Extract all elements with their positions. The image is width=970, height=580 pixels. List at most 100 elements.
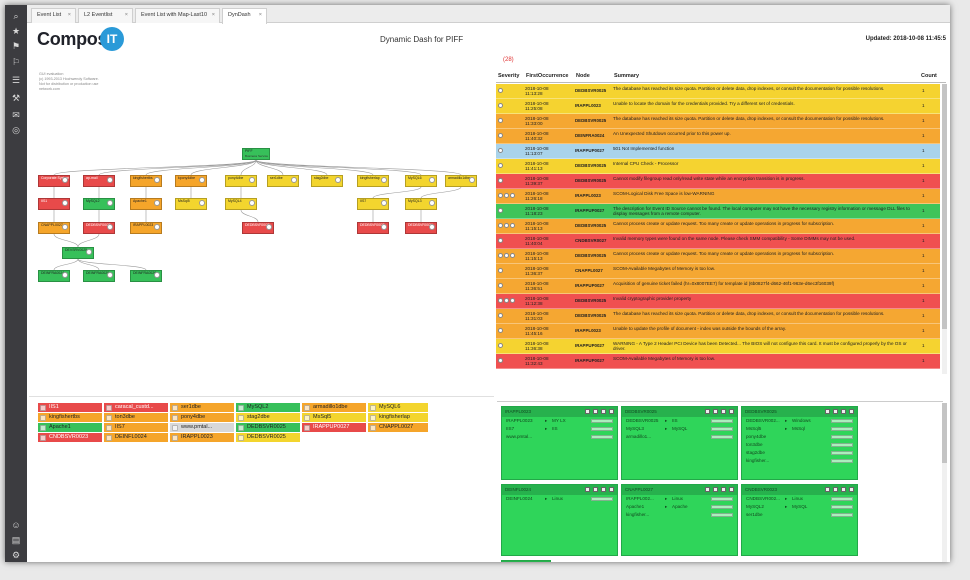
tree-node[interactable]: DEINFRA0026 [130,270,162,282]
status-tile[interactable]: MySQL2 [236,403,300,412]
panel-tool-icon[interactable] [601,409,606,414]
event-row[interactable]: 2018-10-08 11:12:38 DEDBSVR0025 Invalid cr… [496,294,940,309]
status-tile[interactable]: pony4dbe [170,413,234,422]
tree-node[interactable]: DEDBSVR0025 [83,222,115,234]
panel-tool-icon[interactable] [721,487,726,492]
node-panel[interactable]: IRAPPL0023 IRAPPL0023 ▸ MY LX IIS7 ▸ IIS www.pm… [501,406,618,480]
user-icon[interactable]: ☺ [11,520,21,530]
search-icon[interactable]: ⌕ [13,11,19,21]
status-tile[interactable]: DEDBSVR0025 [236,423,300,432]
panel-tool-icon[interactable] [609,487,614,492]
panel-tool-icon[interactable] [825,409,830,414]
node-panel[interactable]: CNAPPL0027 IRAPPL002... ▸ Linux Apache1 ▸ Apac… [621,484,738,556]
tree-node[interactable]: DEDBSVR0025 [357,222,389,234]
col-summary[interactable]: Summary [614,73,640,79]
panel-tool-icon[interactable] [601,487,606,492]
status-tile[interactable]: CNAPPL0027 [368,423,428,432]
scroll-thumb[interactable] [942,403,947,463]
panel-tool-icon[interactable] [849,409,854,414]
event-row[interactable]: 2018-10-08 11:18:23 IRAPPUP0027 The descri… [496,204,940,219]
tree-node[interactable]: DEINFRA0024 [38,270,70,282]
tab-event-list[interactable]: Event List × [31,8,76,23]
scroll-thumb[interactable] [942,84,947,329]
status-tile[interactable]: ton3dbe [104,413,168,422]
panel-tool-icon[interactable] [705,409,710,414]
tree-node[interactable]: IIS7 [357,198,389,210]
node-panel[interactable]: CNDBSVR0023 CNDBSVR002... ▸ Linux MySQL2 ▸ MyS… [741,484,858,556]
gear-icon[interactable]: ⚙ [11,550,21,560]
tree-node[interactable]: DEDBSVR0024 [405,222,437,234]
tree-node[interactable]: pony4dbe [225,175,257,187]
node-panel[interactable]: DEDBSVR0025 DEDBSVR002... ▸ Windows MsSql5 ▸ M… [741,406,858,480]
status-tile[interactable]: ser1dbe [170,403,234,412]
tab-event-list-with-map-last10[interactable]: Event List with Map-Last10 × [135,8,220,23]
tree-node[interactable]: MySQL2 [83,198,115,210]
event-list-scrollbar[interactable] [942,84,947,374]
status-tile[interactable]: caracal_custd... [104,403,168,412]
panel-tool-icon[interactable] [705,487,710,492]
wrench-icon[interactable]: ⚒ [11,93,21,103]
close-icon[interactable]: × [124,12,128,18]
event-row[interactable]: 2018-10-08 11:33:00 DEDBSVR0025 The databa… [496,114,940,129]
tree-node[interactable]: MsSql5 [175,198,207,210]
col-node[interactable]: Node [576,73,590,79]
tree-node[interactable]: DEDBSVR0025 [242,222,274,234]
pin-icon[interactable]: ⚑ [11,41,21,51]
tree-node[interactable]: MySQL3 [405,198,437,210]
panel-tool-icon[interactable] [593,487,598,492]
tree-node[interactable]: CNAPPL0027 [38,222,70,234]
tree-node[interactable]: DEVSRV0025 [62,247,94,259]
node-panel[interactable]: CNAPPL0027 [501,560,551,562]
tree-node[interactable]: armadillo1dbe [445,175,477,187]
panel-tool-icon[interactable] [609,409,614,414]
event-row[interactable]: 2018-10-08 11:25:08 IRAPPL0023 Unable to l… [496,99,940,114]
flag-icon[interactable]: ⚐ [11,57,21,67]
close-icon[interactable]: × [258,12,262,18]
event-row[interactable]: 2018-10-08 11:26:18 IRAPPL0023 SCOM-Logica… [496,189,940,204]
tree-node[interactable]: IIS1 [38,198,70,210]
status-tile[interactable]: MySQL6 [368,403,428,412]
tree-node[interactable]: kingfisherlap [357,175,389,187]
star-icon[interactable]: ★ [11,26,21,36]
tree-node[interactable]: IRAPPL0023 [130,222,162,234]
event-row[interactable]: 2018-10-08 11:15:13 DEDBSVR0025 Cannot pro… [496,249,940,264]
tree-node[interactable]: kpony4dbe [175,175,207,187]
col-severity[interactable]: Severity [498,73,520,79]
panel-tool-icon[interactable] [713,409,718,414]
status-tile[interactable]: kingfisherlap [368,413,428,422]
panel-tool-icon[interactable] [841,487,846,492]
event-row[interactable]: 2018-10-08 11:45:16 IRAPPL0023 Unable to u… [496,324,940,339]
tree-node[interactable]: kingfishertbs [130,175,162,187]
mail-icon[interactable]: ✉ [12,110,20,120]
event-row[interactable]: 2018-10-08 11:31:03 DEDBSVR0025 The databa… [496,309,940,324]
globe-icon[interactable]: ◎ [12,125,20,135]
panel-tool-icon[interactable] [729,487,734,492]
status-tile[interactable]: IIS1 [38,403,102,412]
status-tile[interactable]: DEDBSVR0025 [236,433,300,442]
tab-dyndash[interactable]: DynDash × [222,8,267,24]
event-row[interactable]: 2018-10-08 11:36:37 CNAPPL0027 SCOM-Availa… [496,264,940,279]
status-tile[interactable]: stag2dbe [236,413,300,422]
panel-tool-icon[interactable] [729,409,734,414]
panel-tool-icon[interactable] [841,409,846,414]
event-row[interactable]: 2018-10-08 11:39:37 DEDBSVR0025 Cannot mod… [496,174,940,189]
panel-tool-icon[interactable] [593,409,598,414]
event-row[interactable]: 2018-10-08 11:13:07 IRAPPUP0027 501 Not Im… [496,144,940,159]
panel-tool-icon[interactable] [585,487,590,492]
status-tile[interactable]: armadillo1dbe [302,403,366,412]
tree-node[interactable]: MySQL6 [405,175,437,187]
event-row[interactable]: 2018-10-08 11:40:04 CNDBSVR0027 Invalid me… [496,234,940,249]
tree-node[interactable]: MySQL4 [225,198,257,210]
pages-icon[interactable]: ▤ [11,535,21,545]
panel-tool-icon[interactable] [585,409,590,414]
status-tile[interactable]: Apache1 [38,423,102,432]
status-tile[interactable]: IIS7 [104,423,168,432]
event-row[interactable]: 2018-10-08 11:41:13 DEDBSVR0025 Internal C… [496,159,940,174]
status-tile[interactable]: www.pmtal... [170,423,234,432]
tab-l2-eventlist[interactable]: L2 Eventlist × [78,8,133,23]
tree-node[interactable]: ap-mail [83,175,115,187]
panel-tool-icon[interactable] [849,487,854,492]
status-tile[interactable]: IRAPPL0023 [170,433,234,442]
tree-node[interactable]: DEINFRA0025 [83,270,115,282]
event-row[interactable]: 2018-10-08 11:40:32 DEINFRA0024 An Unexpec… [496,129,940,144]
